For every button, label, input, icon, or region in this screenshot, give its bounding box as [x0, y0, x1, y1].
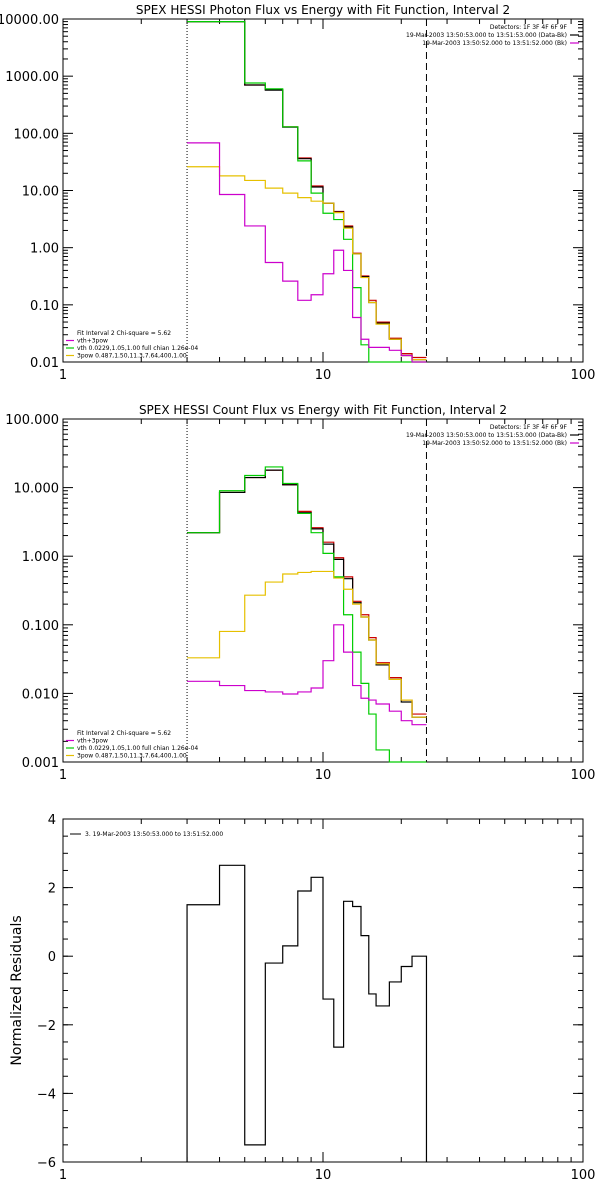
chart1-y-tick-label: 100.00	[14, 127, 60, 142]
chart1-info-label: 19-Mar-2003 13:50:52.000 to 13:51:52.000…	[422, 40, 567, 47]
chart1-y-tick-label: 1000.00	[5, 70, 59, 85]
chart1-x-tick-label: 100	[571, 368, 596, 383]
chart2-x-tick-label: 10	[315, 768, 332, 783]
chart3-x-tick-label: 1	[59, 1168, 67, 1183]
chart2-info-label: Detectors: 1F 3F 4F 6F 9F	[490, 424, 568, 431]
chart2-series-line-5	[187, 624, 427, 726]
chart2-x-tick-label: 1	[59, 768, 67, 783]
chart1-info-label: 19-Mar-2003 13:50:53.000 to 13:51:53.000…	[406, 32, 567, 39]
chart1-y-tick-label: 0.01	[30, 356, 59, 371]
chart2-axes-frame	[62, 418, 584, 763]
chart2-info-label: 19-Mar-2003 13:50:53.000 to 13:51:53.000…	[406, 432, 567, 439]
chart1-info-label: Detectors: 1F 3F 4F 6F 9F	[490, 24, 568, 31]
chart2-fit-label: vth+3pow	[77, 738, 108, 745]
chart2-y-tick-label: 0.010	[22, 687, 59, 702]
chart2-y-tick-label: 0.001	[22, 756, 59, 771]
chart1-title: SPEX HESSI Photon Flux vs Energy with Fi…	[136, 3, 510, 17]
chart2-info-label: 19-Mar-2003 13:50:52.000 to 13:51:52.000…	[422, 440, 567, 447]
chart2-series-line-4	[187, 570, 427, 718]
chart1-fit-label: Fit Interval 2 Chi-square = 5.62	[77, 330, 171, 337]
chart3-x-tick-label: 100	[571, 1168, 596, 1183]
chart2-series-line-3	[187, 466, 427, 763]
chart1-series-line-2	[187, 21, 427, 361]
chart2-y-tick-label: 1.000	[22, 550, 59, 565]
chart3-y-tick-label: −2	[37, 1019, 56, 1034]
chart3-y-tick-label: −4	[37, 1087, 56, 1102]
chart2-fit-label: 3pow 0.487,1.50,11.3,7.64,400,1.00	[77, 753, 187, 760]
chart3-x-tick-label: 10	[315, 1168, 332, 1183]
chart3-series-line-1	[186, 864, 428, 1162]
chart3-ylabel: Normalized Residuals	[9, 915, 25, 1065]
chart1-y-tick-label: 10000.00	[0, 13, 59, 28]
chart1-y-tick-label: 0.10	[30, 299, 59, 314]
chart3-y-tick-label: 0	[48, 950, 56, 965]
chart1-series-line-4	[187, 166, 427, 361]
chart1-series-line-3	[187, 21, 427, 363]
chart2-y-tick-label: 0.100	[22, 619, 59, 634]
chart1-x-tick-label: 1	[59, 368, 67, 383]
chart1-y-tick-label: 10.00	[22, 185, 59, 200]
chart3-legend-label: 3. 19-Mar-2003 13:50:53.000 to 13:51:52.…	[85, 831, 223, 838]
chart2-series-line-1	[187, 469, 427, 715]
chart1-fit-label: vth+3pow	[77, 338, 108, 345]
chart1-y-tick-label: 1.00	[30, 242, 59, 257]
chart1-series-line-1	[187, 21, 427, 359]
chart3-y-tick-label: −6	[37, 1156, 56, 1171]
chart1-fit-label: 3pow 0.487,1.50,11.3,7.64,400,1.00	[77, 353, 187, 360]
chart2-y-tick-label: 100.000	[5, 413, 59, 428]
chart1-fit-label: vth 0.0229,1.05,1.00 full chian 1.26e-04	[77, 345, 198, 352]
chart2-y-tick-label: 10.000	[14, 482, 60, 497]
chart2-x-tick-label: 100	[571, 768, 596, 783]
chart1-x-tick-label: 10	[315, 368, 332, 383]
chart2-title: SPEX HESSI Count Flux vs Energy with Fit…	[139, 403, 507, 417]
chart2-fit-label: Fit Interval 2 Chi-square = 5.62	[77, 730, 171, 737]
chart2-series-line-2	[187, 469, 427, 718]
chart1-series-line-5	[187, 142, 427, 363]
chart3-y-tick-label: 4	[48, 813, 56, 828]
chart3-y-tick-label: 2	[48, 882, 56, 897]
chart2-fit-label: vth 0.0229,1.05,1.00 full chian 1.26e-04	[77, 745, 198, 752]
